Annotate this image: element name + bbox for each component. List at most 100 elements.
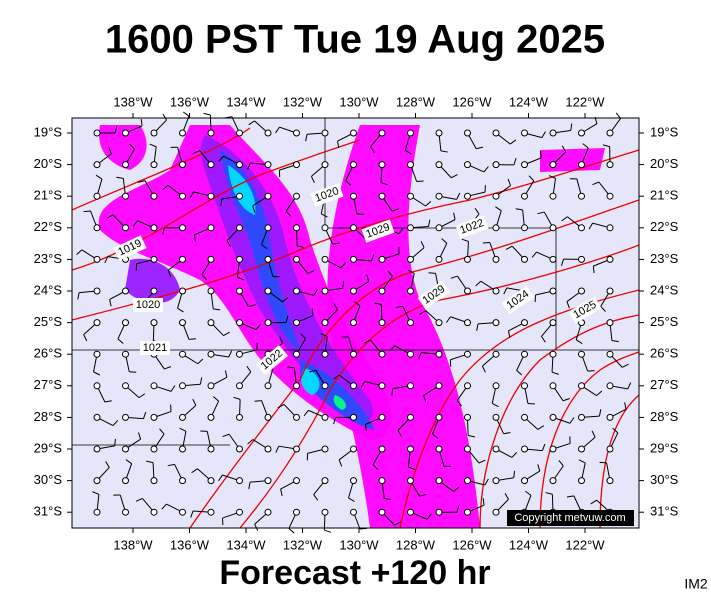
wind-barb: [587, 370, 595, 372]
wind-barb: [541, 443, 546, 451]
station: [492, 319, 500, 327]
station: [606, 192, 614, 200]
station: [93, 319, 101, 327]
latitude-label: 28°S: [650, 409, 679, 424]
station: [350, 477, 357, 485]
wind-barb: [423, 395, 427, 403]
station: [236, 382, 243, 390]
station: [150, 508, 158, 516]
latitude-label: 27°S: [650, 377, 679, 392]
station: [236, 477, 243, 485]
latitude-label: 28°S: [34, 409, 63, 424]
station: [492, 255, 500, 263]
wind-barb: [313, 494, 319, 501]
precipitation: [99, 125, 147, 170]
station: [350, 224, 357, 232]
wind-barb: [254, 400, 262, 402]
wind-barb: [112, 420, 119, 426]
wind-barb: [482, 498, 485, 506]
station: [407, 413, 414, 421]
station: [264, 192, 272, 200]
wind-barb: [360, 381, 365, 388]
station: [549, 445, 557, 453]
station: [122, 508, 129, 516]
station: [407, 477, 414, 485]
wind-barb: [456, 400, 463, 407]
station: [578, 382, 585, 390]
station: [549, 129, 557, 137]
wind-barb: [511, 452, 518, 458]
station: [378, 255, 386, 263]
station: [293, 477, 300, 485]
station: [264, 413, 272, 421]
wind-barb: [309, 369, 317, 373]
latitude-label: 26°S: [34, 346, 63, 361]
station: [606, 382, 614, 390]
wind-barb: [426, 513, 432, 520]
station: [464, 129, 471, 137]
wind-barb: [484, 478, 489, 486]
station: [179, 350, 186, 358]
wind-barb: [338, 459, 343, 467]
wind-barb: [193, 234, 196, 242]
wind-barb: [397, 430, 402, 437]
station: [606, 350, 614, 358]
wind-barb: [374, 302, 382, 306]
isobar-label-box: [310, 183, 344, 207]
station: [321, 319, 329, 327]
station: [321, 255, 329, 263]
precipitation: [540, 148, 605, 172]
wind-barb: [419, 493, 427, 497]
station: [321, 445, 329, 453]
station: [378, 477, 386, 485]
wind-barb: [566, 301, 570, 309]
station: [93, 129, 101, 137]
wind-barb: [592, 266, 595, 274]
station: [321, 161, 329, 169]
station: [521, 129, 528, 137]
longitude-label: 130°W: [339, 537, 379, 552]
wind-barb: [598, 409, 602, 417]
station: [521, 192, 528, 200]
longitude-label: 122°W: [565, 94, 605, 109]
station: [492, 224, 500, 232]
station: [293, 508, 300, 516]
station: [464, 255, 471, 263]
latitude-label: 21°S: [650, 188, 679, 203]
station: [464, 477, 471, 485]
wind-barb: [578, 459, 586, 464]
station: [350, 508, 357, 516]
wind-barb: [418, 352, 422, 360]
station: [179, 255, 186, 263]
wind-barb: [277, 404, 285, 409]
station: [407, 382, 414, 390]
latitude-label: 30°S: [34, 472, 63, 487]
station: [207, 287, 215, 295]
wind-barb: [246, 365, 252, 373]
station: [606, 255, 614, 263]
station: [93, 477, 101, 485]
station: [150, 192, 158, 200]
station: [293, 224, 300, 232]
station: [492, 287, 500, 295]
station: [578, 192, 585, 200]
station: [578, 129, 585, 137]
station: [350, 129, 357, 137]
station: [93, 192, 101, 200]
station: [179, 413, 186, 421]
wind-barb: [162, 227, 165, 235]
station: [179, 445, 186, 453]
latitude-label: 24°S: [34, 282, 63, 297]
isobar: [189, 199, 640, 529]
copyright-box: [507, 510, 634, 526]
latitude-label: 27°S: [34, 377, 63, 392]
wind-barb: [416, 180, 424, 183]
station: [93, 382, 101, 390]
station: [321, 508, 329, 516]
wind-barb: [602, 144, 610, 148]
station: [122, 477, 129, 485]
station: [179, 129, 186, 137]
station: [321, 287, 329, 295]
copyright: Copyright metvuw.com: [514, 512, 625, 524]
wind-barb: [303, 410, 309, 417]
